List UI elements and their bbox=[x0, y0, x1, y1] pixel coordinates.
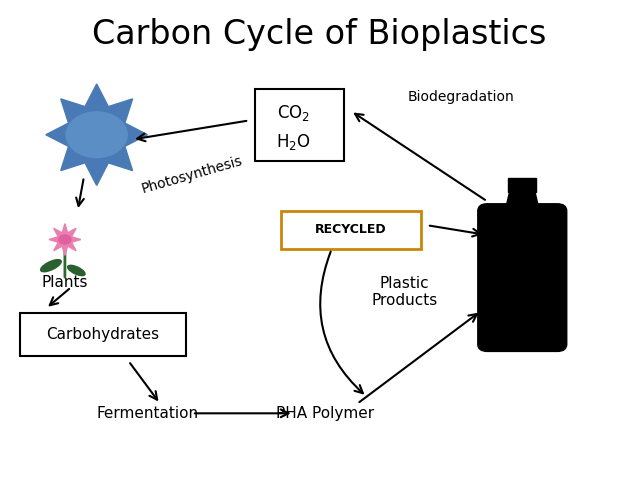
Text: Biodegradation: Biodegradation bbox=[408, 90, 515, 103]
Text: PHA Polymer: PHA Polymer bbox=[276, 406, 375, 421]
Bar bbox=[20, 313, 186, 356]
Text: RECYCLED: RECYCLED bbox=[315, 224, 387, 237]
Ellipse shape bbox=[41, 260, 61, 272]
Text: H$_2$O: H$_2$O bbox=[276, 132, 311, 152]
Bar bbox=[508, 178, 537, 192]
Text: Plants: Plants bbox=[41, 275, 88, 290]
Polygon shape bbox=[46, 84, 147, 185]
FancyArrowPatch shape bbox=[320, 251, 363, 393]
Circle shape bbox=[59, 235, 71, 244]
Circle shape bbox=[66, 112, 127, 158]
Text: Plastic
Products: Plastic Products bbox=[371, 276, 438, 308]
Text: Fermentation: Fermentation bbox=[96, 406, 198, 421]
Text: Photosynthesis: Photosynthesis bbox=[140, 154, 244, 196]
Bar bbox=[281, 211, 420, 249]
Ellipse shape bbox=[68, 265, 85, 275]
Text: CO$_2$: CO$_2$ bbox=[277, 103, 310, 123]
Polygon shape bbox=[505, 192, 539, 211]
Text: Carbon Cycle of Bioplastics: Carbon Cycle of Bioplastics bbox=[92, 18, 546, 51]
FancyBboxPatch shape bbox=[478, 204, 567, 352]
Polygon shape bbox=[49, 224, 81, 255]
Text: Carbohydrates: Carbohydrates bbox=[47, 327, 160, 342]
Bar bbox=[255, 90, 345, 161]
